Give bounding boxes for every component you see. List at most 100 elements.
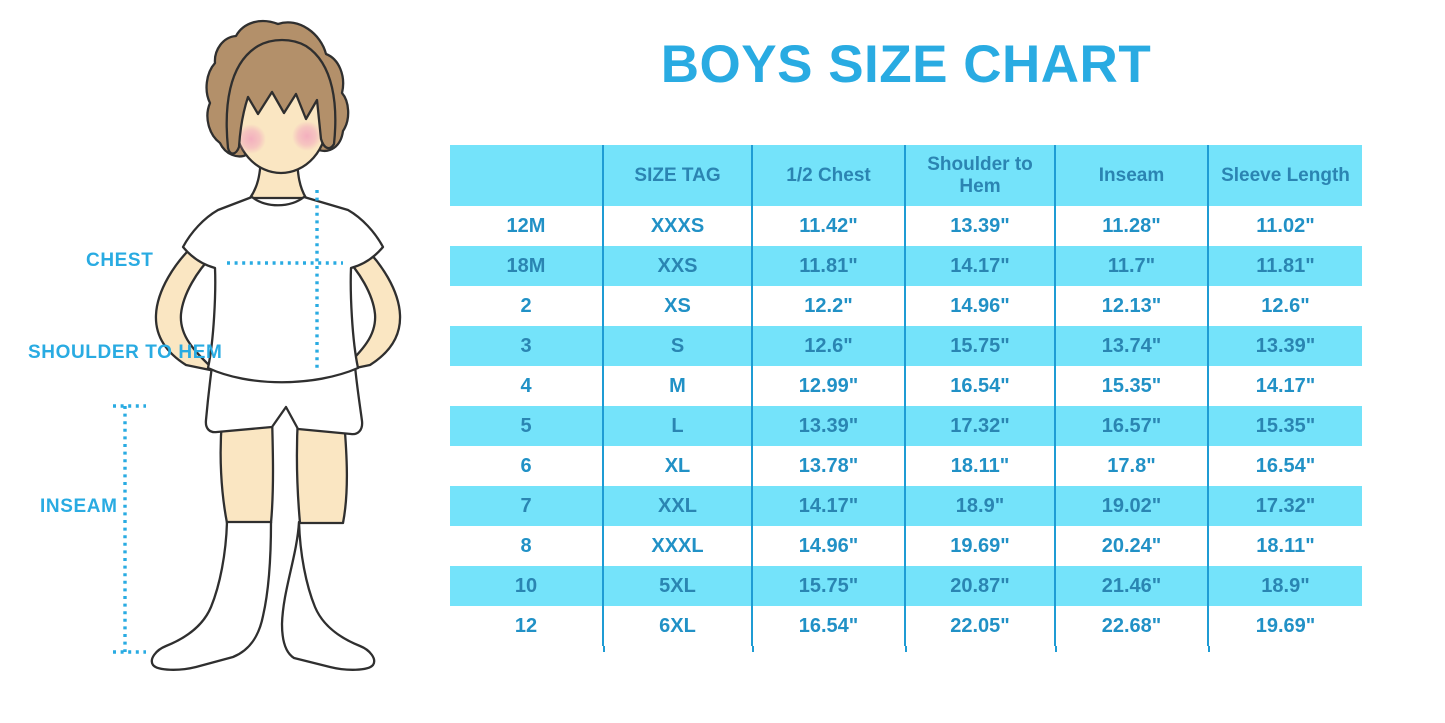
table-cell: 18.11" [1207, 526, 1362, 566]
table-cell: 16.54" [1207, 446, 1362, 486]
inseam-label: INSEAM [40, 496, 118, 517]
table-cell: 4 [520, 374, 532, 397]
header-row: SIZE TAG 1/2 Chest Shoulder to Hem Inseam Sl… [450, 145, 1362, 206]
table-cell: 15.75" [751, 566, 905, 606]
boy-right-leg [295, 414, 349, 525]
table-row: 4 M 12.99" 16.54" 15.35" 14.17" [450, 366, 1362, 406]
table-cell: 16.57" [1054, 406, 1208, 446]
table-row: 12 6XL 16.54" 22.05" 22.68" 19.69" [450, 606, 1362, 646]
boy-left-sock [150, 520, 273, 671]
table-cell: XL [602, 446, 752, 486]
table-cell: 19.02" [1054, 486, 1208, 526]
table-cell: S [602, 326, 752, 366]
column-header: Shoulder to Hem [904, 145, 1055, 206]
chest-label: CHEST [86, 250, 154, 271]
table-row: 6 XL 13.78" 18.11" 17.8" 16.54" [450, 446, 1362, 486]
table-cell: 14.96" [751, 526, 905, 566]
table-cell: 17.32" [1207, 486, 1362, 526]
table-cell: 12M [506, 214, 546, 237]
table-cell: 7 [520, 494, 532, 517]
table-cell: 16.54" [904, 366, 1055, 406]
table-cell: XXL [602, 486, 752, 526]
page-title: BOYS SIZE CHART [660, 35, 1152, 94]
table-cell: 17.32" [904, 406, 1055, 446]
table-cell: 13.39" [751, 406, 905, 446]
table-cell: 14.96" [904, 286, 1055, 326]
table-cell: 8 [520, 534, 532, 557]
table-row: 7 XXL 14.17" 18.9" 19.02" 17.32" [450, 486, 1362, 526]
column-divider-extension [603, 646, 605, 652]
table-cell: XXXS [602, 206, 752, 246]
table-cell: XS [602, 286, 752, 326]
table-cell: 14.17" [1207, 366, 1362, 406]
table-cell: 11.28" [1054, 206, 1208, 246]
table-row: 10 5XL 15.75" 20.87" 21.46" 18.9" [450, 566, 1362, 606]
table-cell: 18.9" [1207, 566, 1362, 606]
column-divider-extension [1208, 646, 1210, 652]
table-cell: L [602, 406, 752, 446]
column-header: 1/2 Chest [751, 145, 905, 206]
size-chart-table: SIZE TAG 1/2 Chest Shoulder to Hem Inseam Sl… [450, 145, 1362, 646]
boy-hair-front [225, 38, 337, 155]
table-cell: 18M [506, 254, 546, 277]
table-cell: 13.74" [1054, 326, 1208, 366]
table-cell: 12.6" [1207, 286, 1362, 326]
table-cell: 15.75" [904, 326, 1055, 366]
table-cell: XXXL [602, 526, 752, 566]
table-row: 3 S 12.6" 15.75" 13.74" 13.39" [450, 326, 1362, 366]
column-header: Sleeve Length [1207, 145, 1362, 206]
boy-left-cheek [236, 124, 266, 154]
table-row: 12M XXXS 11.42" 13.39" 11.28" 11.02" [450, 206, 1362, 246]
table-cell: 13.78" [751, 446, 905, 486]
table-row: 5 L 13.39" 17.32" 16.57" 15.35" [450, 406, 1362, 446]
table-cell: 5 [520, 414, 532, 437]
table-cell: 17.8" [1054, 446, 1208, 486]
table-cell: 12.6" [751, 326, 905, 366]
table-cell: 15.35" [1054, 366, 1208, 406]
table-cell: 12.13" [1054, 286, 1208, 326]
boy-tshirt [181, 195, 385, 384]
table-cell: 11.02" [1207, 206, 1362, 246]
table-cell: 15.35" [1207, 406, 1362, 446]
column-divider-extension [752, 646, 754, 652]
column-divider-extension [905, 646, 907, 652]
table-cell: 12.99" [751, 366, 905, 406]
table-cell: 5XL [602, 566, 752, 606]
column-divider-extension [1055, 646, 1057, 652]
table-cell: 3 [520, 334, 532, 357]
table-cell: 16.54" [751, 606, 905, 646]
table-cell: XXS [602, 246, 752, 286]
boy-measurement-figure [113, 19, 402, 671]
table-row: 8 XXXL 14.96" 19.69" 20.24" 18.11" [450, 526, 1362, 566]
table-cell: 18.11" [904, 446, 1055, 486]
boy-right-sock [280, 520, 376, 671]
table-cell: 19.69" [904, 526, 1055, 566]
table-cell: 18.9" [904, 486, 1055, 526]
table-cell: 22.68" [1054, 606, 1208, 646]
table-cell: 22.05" [904, 606, 1055, 646]
table-cell: 13.39" [1207, 326, 1362, 366]
boy-left-arm [154, 241, 217, 373]
table-cell: 11.81" [751, 246, 905, 286]
table-cell: 6 [520, 454, 532, 477]
table-cell: 20.87" [904, 566, 1055, 606]
table-row: 18M XXS 11.81" 14.17" 11.7" 11.81" [450, 246, 1362, 286]
table-cell: M [602, 366, 752, 406]
column-header [450, 145, 603, 206]
table-cell: 20.24" [1054, 526, 1208, 566]
column-header: SIZE TAG [602, 145, 752, 206]
table-cell: 19.69" [1207, 606, 1362, 646]
table-cell: 14.17" [751, 486, 905, 526]
table-cell: 12.2" [751, 286, 905, 326]
table-cell: 21.46" [1054, 566, 1208, 606]
table-cell: 12 [514, 614, 538, 637]
table-cell: 10 [514, 574, 538, 597]
table-cell: 11.7" [1054, 246, 1208, 286]
table-cell: 13.39" [904, 206, 1055, 246]
table-cell: 14.17" [904, 246, 1055, 286]
table-cell: 6XL [602, 606, 752, 646]
column-header: Inseam [1054, 145, 1208, 206]
boy-right-cheek [292, 121, 322, 151]
table-cell: 11.81" [1207, 246, 1362, 286]
